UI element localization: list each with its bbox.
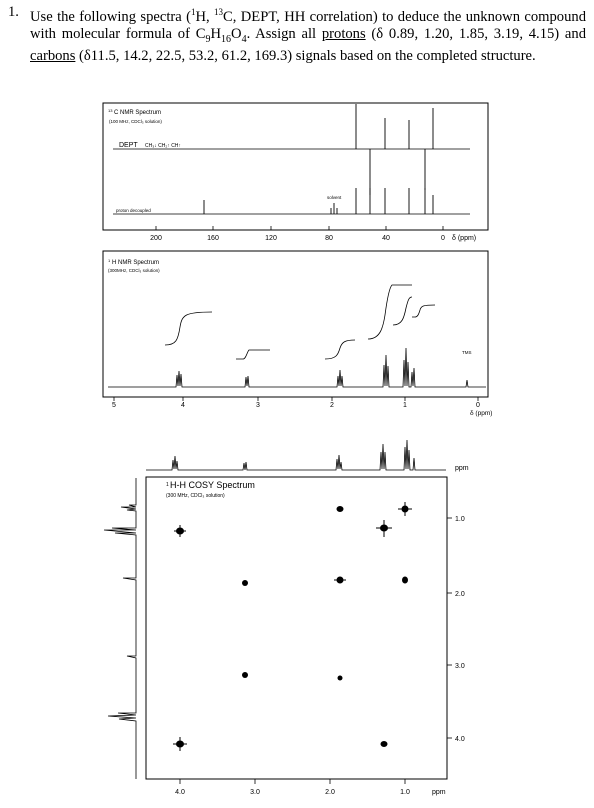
- cosy-left-projection: [103, 478, 137, 779]
- integral-0.89: [392, 296, 413, 326]
- svg-text:1.0: 1.0: [455, 516, 465, 523]
- svg-text:0: 0: [441, 235, 445, 242]
- cosy-peak-1.85-0.89: [336, 506, 344, 512]
- integral-3.19: [236, 349, 270, 360]
- decoupled-label: proton decoupled: [116, 208, 151, 213]
- svg-text:5: 5: [112, 402, 116, 409]
- svg-text:1.0: 1.0: [400, 789, 410, 796]
- h1-spectrum-trace: [108, 347, 486, 388]
- cosy-peak-1.85-x: [337, 675, 343, 681]
- cosy-title: H-H COSY Spectrum: [170, 480, 255, 490]
- integral-tail: [412, 304, 436, 318]
- cosy-panel: [103, 439, 452, 784]
- integral-1.20: [367, 284, 412, 340]
- cosy-x-ticks: [179, 779, 406, 784]
- svg-text:2.0: 2.0: [325, 789, 335, 796]
- c13-axis-unit: δ (ppm): [452, 235, 476, 242]
- svg-text:80: 80: [325, 235, 333, 242]
- cosy-x-unit: ppm: [432, 789, 446, 796]
- svg-text:1: 1: [166, 482, 169, 488]
- solvent-label: solvent: [327, 195, 342, 200]
- c13-conditions: (100 MHz, CDCl₃ solution): [109, 119, 162, 124]
- h1-tick-labels: 5 4 3 2 1 0: [112, 402, 480, 409]
- svg-text:3: 3: [256, 402, 260, 409]
- svg-text:40: 40: [382, 235, 390, 242]
- h1-axis-unit: δ (ppm): [470, 410, 492, 417]
- integral-1.85: [324, 339, 356, 360]
- h1-axis-ticks: [113, 397, 479, 401]
- svg-text:120: 120: [265, 235, 277, 242]
- tms-label: TMS: [462, 350, 472, 355]
- protons-link: protons: [321, 25, 366, 42]
- svg-text:3.0: 3.0: [455, 663, 465, 670]
- c13-title: C NMR Spectrum: [114, 110, 161, 116]
- h1-title: H NMR Spectrum: [112, 260, 159, 266]
- integral-4.15: [164, 311, 213, 346]
- svg-text:4: 4: [181, 402, 185, 409]
- cosy-conditions: (300 MHz, CDCl₃ solution): [166, 493, 225, 499]
- svg-text:2.0: 2.0: [455, 591, 465, 598]
- h1-nmr-panel: [102, 250, 489, 401]
- cosy-peak-3.19-x: [242, 672, 248, 678]
- cosy-cross-peaks: [173, 502, 412, 751]
- c13-tick-labels: 200 160 120 80 40 0: [150, 235, 445, 242]
- cosy-y-labels: 1.0 2.0 3.0 4.0: [455, 516, 465, 743]
- cosy-peak-1.20-4.15: [380, 741, 388, 747]
- svg-text:2: 2: [330, 402, 334, 409]
- svg-text:13: 13: [108, 108, 113, 113]
- svg-text:1: 1: [108, 258, 111, 263]
- cosy-top-projection: [146, 439, 446, 471]
- dept-legend: CH₃↓ CH₂↑ CH↑: [145, 143, 181, 149]
- svg-text:4.0: 4.0: [455, 736, 465, 743]
- c13-nmr-panel: [102, 102, 489, 231]
- cosy-x-labels: 4.0 3.0 2.0 1.0: [175, 789, 410, 796]
- svg-text:3.0: 3.0: [250, 789, 260, 796]
- question-text: Use the following spectra (1H, 13C, DEPT…: [30, 7, 586, 64]
- c13-axis-ticks: [155, 226, 444, 230]
- svg-text:1: 1: [403, 402, 407, 409]
- cosy-y-ticks: [447, 517, 452, 739]
- cosy-peak-0.89-1.85: [402, 576, 408, 584]
- carbons-link: carbons: [30, 47, 76, 64]
- h1-conditions: (300MHz, CDCl₃ solution): [108, 268, 160, 273]
- dept-label: DEPT: [119, 142, 138, 149]
- svg-text:0: 0: [476, 402, 480, 409]
- svg-text:4.0: 4.0: [175, 789, 185, 796]
- cosy-y-unit: ppm: [455, 465, 469, 472]
- svg-text:160: 160: [207, 235, 219, 242]
- question-number: 1.: [8, 4, 19, 20]
- h1-frame: [102, 250, 489, 398]
- question-block: 1. Use the following spectra (1H, 13C, D…: [8, 4, 586, 65]
- svg-text:200: 200: [150, 235, 162, 242]
- cosy-peak-3.19-3.19: [242, 580, 248, 586]
- cosy-frame: [145, 476, 448, 780]
